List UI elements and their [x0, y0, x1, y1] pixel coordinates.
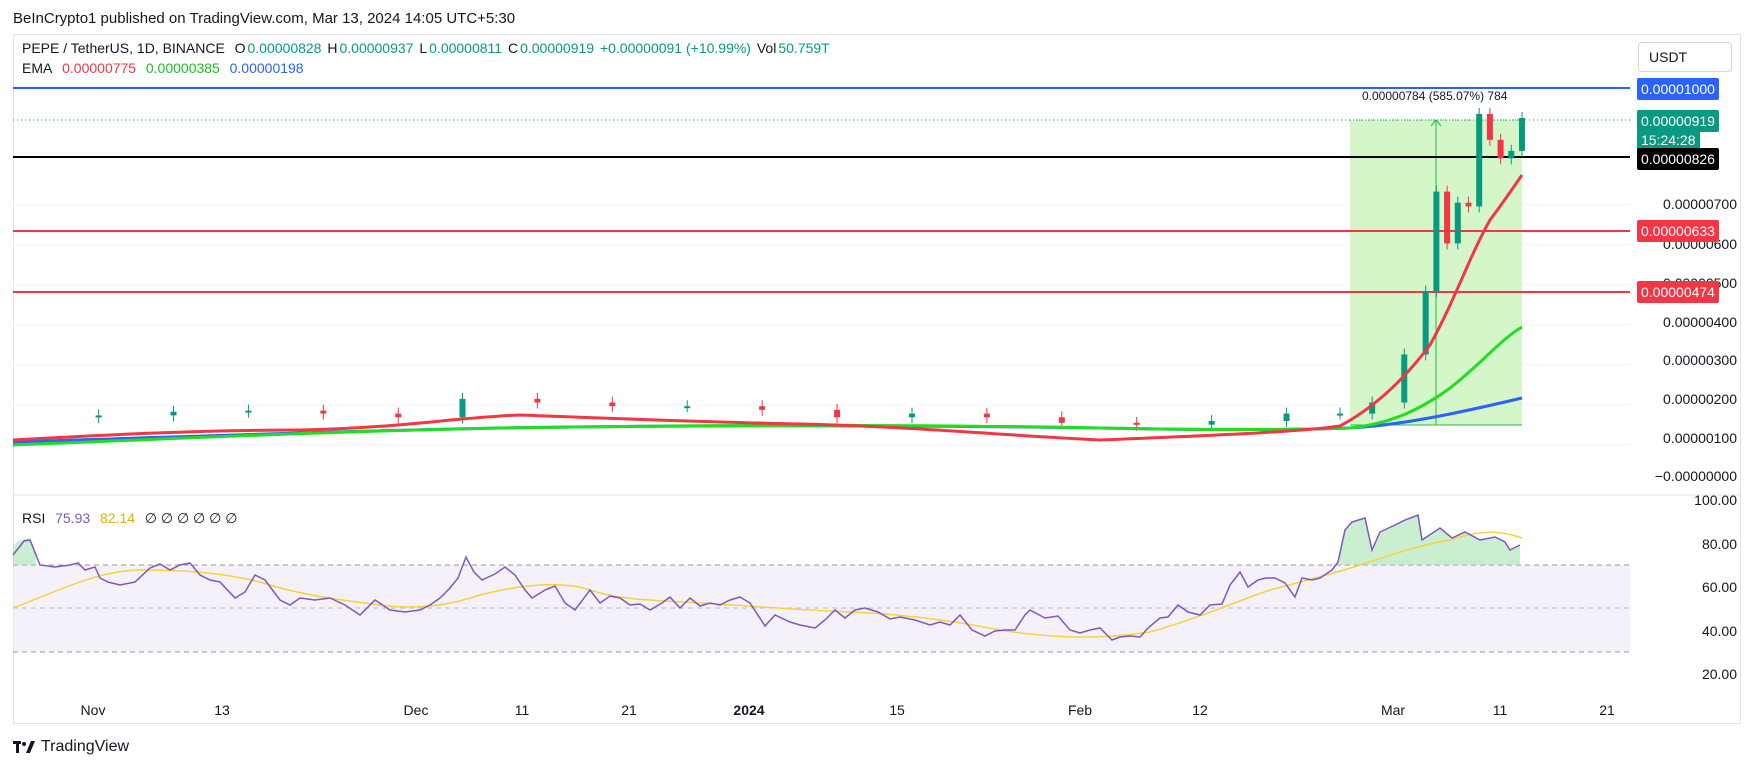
rsi-axis-label: 100.00	[1694, 492, 1737, 508]
rsi-overbought-fill	[1338, 515, 1520, 565]
candle-body	[1433, 191, 1440, 292]
ema-fast-value: 0.00000775	[62, 60, 137, 76]
candle-body	[759, 406, 766, 410]
change-value: +0.00000091 (+10.99%)	[599, 40, 751, 56]
rsi-axis-label: 40.00	[1701, 623, 1737, 639]
x-axis-label: 21	[621, 702, 637, 718]
x-axis-label: 12	[1192, 702, 1208, 718]
ema-fast-line	[12, 174, 1524, 442]
symbol-legend: PEPE / TetherUS, 1D, BINANCE O 0.00000828…	[22, 40, 832, 56]
candle-body	[320, 410, 327, 414]
rsi-axis-label: 80.00	[1701, 536, 1737, 552]
close-value: 0.00000919	[520, 40, 595, 56]
low-value: 0.00000811	[429, 40, 503, 56]
price-axis-label: 0.00000200	[1663, 391, 1737, 407]
candle-body	[684, 406, 691, 409]
rsi-label[interactable]: RSI	[22, 510, 46, 526]
tradingview-logo[interactable]: TradingView	[13, 738, 129, 756]
candles	[95, 107, 1525, 431]
red-level-tag-2[interactable]: 0.00000474	[1637, 281, 1719, 303]
close-label: C	[507, 40, 519, 56]
candle-body	[1133, 422, 1140, 425]
ema-mid-line	[12, 325, 1523, 447]
open-value: 0.00000828	[247, 40, 322, 56]
high-value: 0.00000937	[339, 40, 414, 56]
ema-mid-value: 0.00000385	[145, 60, 220, 76]
publish-caption: BeInCrypto1 published on TradingView.com…	[13, 10, 516, 27]
rsi-ma-line	[12, 531, 1523, 638]
candle-body	[1519, 117, 1525, 151]
rsi-line	[12, 513, 1521, 641]
x-axis-label: 11	[514, 702, 530, 718]
candle-body	[1444, 191, 1451, 244]
x-axis-label: 15	[889, 702, 905, 718]
price-axis-label: 0.00000700	[1663, 196, 1737, 212]
candle-body	[395, 413, 402, 418]
x-axis-label: Mar	[1380, 702, 1406, 718]
brand-name: TradingView	[41, 738, 130, 755]
price-axis-label: 0.00000400	[1663, 314, 1737, 330]
x-axis-label: 11	[1492, 702, 1508, 718]
candle-body	[1208, 421, 1215, 425]
rsi-legend: RSI 75.93 82.14 ∅ ∅ ∅ ∅ ∅ ∅	[22, 510, 239, 527]
price-axis-label: 0.00000300	[1663, 352, 1737, 368]
open-label: O	[234, 40, 246, 56]
x-axis-label: Feb	[1067, 702, 1093, 718]
last-price-tag[interactable]: 0.00000919	[1637, 110, 1719, 132]
candle-body	[834, 409, 841, 418]
candle-body	[1508, 150, 1515, 159]
volume-label: Vol	[756, 40, 777, 56]
candle-body	[983, 413, 990, 418]
currency-selector[interactable]: USDT	[1638, 42, 1732, 72]
candle-body	[245, 410, 252, 413]
price-axis-label: 0.00000100	[1663, 430, 1737, 446]
candle-body	[1454, 202, 1461, 244]
ema-legend: EMA 0.00000775 0.00000385 0.00000198	[22, 60, 306, 76]
candle-body	[1283, 413, 1290, 421]
x-axis-label: Nov	[80, 702, 106, 718]
candle-body	[459, 398, 466, 418]
candle-body	[95, 415, 102, 418]
tradingview-icon	[13, 741, 35, 753]
candle-body	[1401, 354, 1408, 403]
candle-body	[1497, 139, 1504, 159]
rsi-band	[13, 565, 1630, 652]
volume-value: 50.759T	[778, 40, 830, 56]
candle-body	[1486, 113, 1493, 140]
candle-body	[1058, 417, 1065, 423]
high-label: H	[327, 40, 338, 56]
candle-body	[1337, 413, 1344, 416]
candle-body	[1465, 202, 1472, 207]
chart-frame	[13, 34, 1741, 724]
rsi-value: 75.93	[55, 510, 91, 526]
rsi-axis-label: 60.00	[1701, 579, 1737, 595]
candle-body	[609, 402, 616, 407]
x-axis-label: 21	[1599, 702, 1615, 718]
ema-label[interactable]: EMA	[22, 60, 53, 76]
candle-body	[1422, 291, 1429, 355]
low-label: L	[419, 40, 428, 56]
rsi-start-fill	[13, 538, 36, 565]
rsi-extra-values: ∅ ∅ ∅ ∅ ∅ ∅	[144, 510, 238, 526]
candle-body	[170, 411, 177, 416]
symbol-label[interactable]: PEPE / TetherUS, 1D, BINANCE	[22, 40, 225, 56]
x-axis-label: 2024	[733, 702, 765, 718]
x-axis-label: Dec	[403, 702, 429, 718]
x-axis-label: 13	[214, 702, 230, 718]
ema-slow-value: 0.00000198	[229, 60, 304, 76]
rsi-axis-label: 20.00	[1701, 666, 1737, 682]
range-measure-label: 0.00000784 (585.07%) 784	[1362, 89, 1508, 103]
countdown-tag: 15:24:28	[1637, 129, 1700, 151]
candle-body	[534, 398, 541, 403]
blue-level-tag[interactable]: 0.00001000	[1637, 78, 1719, 100]
red-level-tag-1[interactable]: 0.00000633	[1637, 220, 1719, 242]
rsi-ma-value: 82.14	[99, 510, 135, 526]
candle-body	[1369, 402, 1376, 414]
candle-body	[1476, 113, 1483, 207]
candle-body	[908, 413, 915, 418]
price-axis-label: −0.00000000	[1654, 468, 1737, 484]
black-level-tag[interactable]: 0.00000826	[1637, 148, 1719, 170]
